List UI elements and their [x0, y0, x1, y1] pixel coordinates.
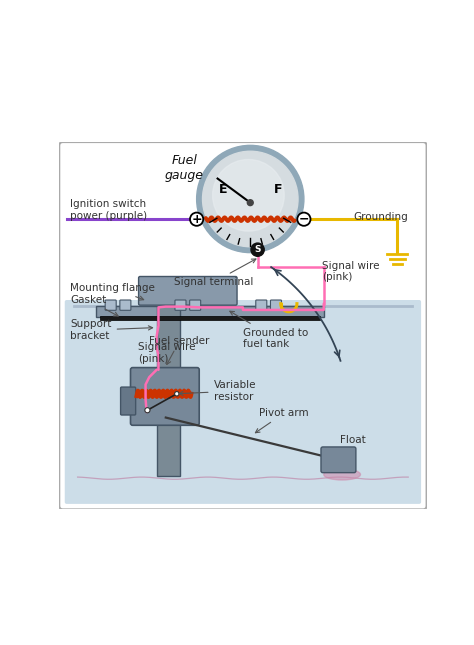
Text: −: −	[299, 213, 309, 226]
Circle shape	[213, 159, 284, 231]
Circle shape	[251, 243, 264, 256]
Text: +: +	[191, 213, 202, 226]
Text: Gasket: Gasket	[70, 295, 118, 316]
Circle shape	[197, 145, 304, 253]
Text: Float: Float	[340, 435, 366, 444]
Text: Grounded to
fuel tank: Grounded to fuel tank	[230, 312, 308, 349]
FancyBboxPatch shape	[190, 300, 201, 310]
Bar	[100, 316, 320, 320]
FancyBboxPatch shape	[65, 300, 421, 504]
FancyBboxPatch shape	[130, 368, 199, 425]
Ellipse shape	[324, 469, 360, 480]
Circle shape	[202, 151, 298, 247]
Text: E: E	[219, 183, 227, 196]
Text: Signal wire
(pink): Signal wire (pink)	[322, 261, 379, 283]
FancyBboxPatch shape	[138, 277, 237, 305]
Circle shape	[297, 213, 310, 226]
Text: Signal terminal: Signal terminal	[174, 259, 256, 287]
FancyBboxPatch shape	[105, 300, 116, 310]
Text: Fuel sender: Fuel sender	[149, 336, 210, 364]
Circle shape	[247, 200, 253, 206]
Text: Ignition switch
power (purple): Ignition switch power (purple)	[70, 199, 147, 221]
Text: F: F	[273, 183, 282, 196]
Circle shape	[174, 392, 179, 396]
Bar	[156, 306, 181, 477]
FancyBboxPatch shape	[59, 142, 427, 510]
FancyBboxPatch shape	[120, 300, 131, 310]
Circle shape	[190, 213, 203, 226]
FancyBboxPatch shape	[175, 300, 186, 310]
Text: Variable
resistor: Variable resistor	[179, 381, 256, 402]
FancyBboxPatch shape	[120, 387, 136, 415]
Text: Signal wire
(pink): Signal wire (pink)	[138, 342, 196, 364]
FancyBboxPatch shape	[256, 300, 267, 310]
Text: Mounting flange: Mounting flange	[70, 283, 155, 300]
FancyBboxPatch shape	[321, 447, 356, 473]
Text: S: S	[255, 245, 261, 254]
Text: Fuel
gauge: Fuel gauge	[164, 154, 204, 182]
Bar	[96, 306, 324, 317]
Text: Support
bracket: Support bracket	[70, 319, 153, 341]
FancyBboxPatch shape	[271, 300, 282, 310]
Circle shape	[145, 408, 150, 413]
Text: Pivot arm: Pivot arm	[255, 408, 309, 433]
Text: Grounding: Grounding	[353, 212, 408, 223]
